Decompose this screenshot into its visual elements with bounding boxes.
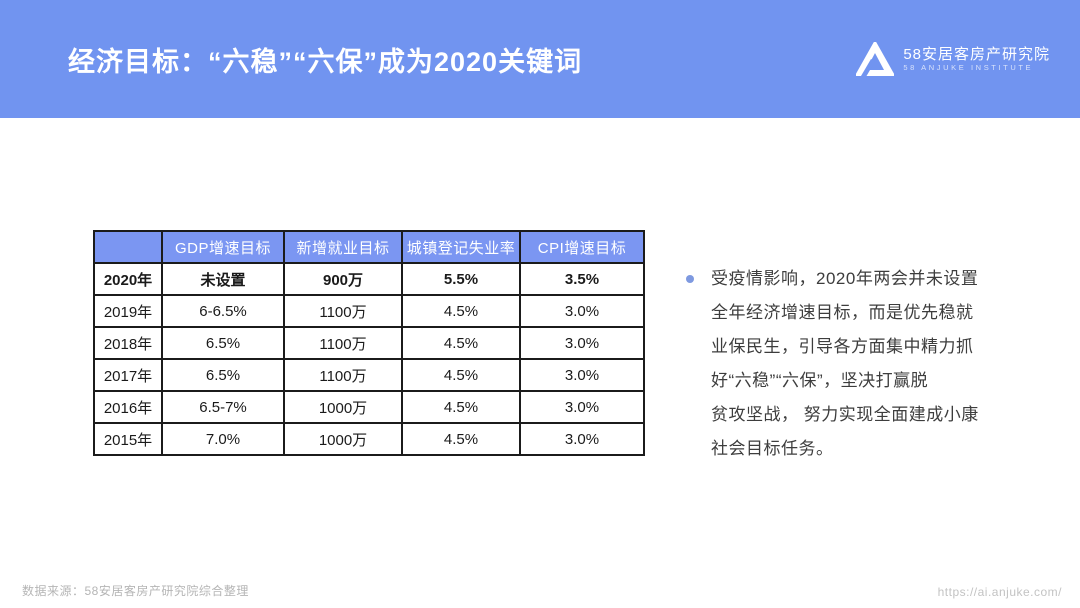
value-cell: 6.5-7% [161,390,285,424]
note-text: 受疫情影响，2020年两会并未设置 全年经济增速目标，而是优先稳就 业保民生，引… [711,262,979,466]
note-line: 受疫情影响，2020年两会并未设置 [711,269,979,288]
value-cell: 4.5% [401,326,521,360]
table-row: 2017年 6.5% 1100万 4.5% 3.0% [93,358,645,392]
value-cell: 1100万 [283,326,403,360]
value-cell: 5.5% [401,262,521,296]
column-header: 城镇登记失业率 [401,230,521,264]
year-cell: 2015年 [93,422,163,456]
value-cell: 6-6.5% [161,294,285,328]
note-line: 好“六稳”“六保”，坚决打赢脱 [711,371,929,390]
logo: 58安居客房产研究院 58 ANJUKE INSTITUTE [856,42,1050,76]
value-cell: 6.5% [161,358,285,392]
value-cell: 4.5% [401,390,521,424]
note-line: 社会目标任务。 [711,439,834,458]
value-cell: 1100万 [283,294,403,328]
targets-table: GDP增速目标 新增就业目标 城镇登记失业率 CPI增速目标 2020年 未设置 900万… [93,230,645,456]
value-cell: 3.0% [519,422,645,456]
note-block: 受疫情影响，2020年两会并未设置 全年经济增速目标，而是优先稳就 业保民生，引… [686,262,1002,466]
table-row: 2018年 6.5% 1100万 4.5% 3.0% [93,326,645,360]
value-cell: 4.5% [401,422,521,456]
header-banner: 经济目标：“六稳”“六保”成为2020关键词 58安居客房产研究院 58 ANJ… [0,0,1080,118]
column-header [93,230,163,264]
year-cell: 2019年 [93,294,163,328]
value-cell: 3.0% [519,294,645,328]
note-line: 贫攻坚战， 努力实现全面建成小康 [711,405,979,424]
value-cell: 900万 [283,262,403,296]
value-cell: 4.5% [401,294,521,328]
value-cell: 6.5% [161,326,285,360]
logo-text: 58安居客房产研究院 58 ANJUKE INSTITUTE [903,46,1050,73]
value-cell: 4.5% [401,358,521,392]
column-header: GDP增速目标 [161,230,285,264]
table-row: 2015年 7.0% 1000万 4.5% 3.0% [93,422,645,456]
value-cell: 未设置 [161,262,285,296]
targets-table-header-row: GDP增速目标 新增就业目标 城镇登记失业率 CPI增速目标 [93,230,645,264]
bullet-dot-icon [686,275,694,283]
value-cell: 3.5% [519,262,645,296]
note-line: 全年经济增速目标，而是优先稳就 [711,303,974,322]
value-cell: 1000万 [283,390,403,424]
value-cell: 3.0% [519,326,645,360]
footer-url: https://ai.anjuke.com/ [937,585,1062,599]
note-line: 业保民生，引导各方面集中精力抓 [711,337,974,356]
year-cell: 2020年 [93,262,163,296]
value-cell: 1000万 [283,422,403,456]
value-cell: 1100万 [283,358,403,392]
table-row: 2020年 未设置 900万 5.5% 3.5% [93,262,645,296]
targets-table-body: 2020年 未设置 900万 5.5% 3.5% 2019年 6-6.5% 1100万 4.5%… [93,262,645,456]
logo-name-en: 58 ANJUKE INSTITUTE [903,62,1034,72]
year-cell: 2016年 [93,390,163,424]
year-cell: 2018年 [93,326,163,360]
column-header: 新增就业目标 [283,230,403,264]
anjuke-logo-icon [856,42,903,76]
value-cell: 3.0% [519,358,645,392]
logo-name-cn: 58安居客房产研究院 [903,45,1050,63]
year-cell: 2017年 [93,358,163,392]
column-header: CPI增速目标 [519,230,645,264]
table-row: 2016年 6.5-7% 1000万 4.5% 3.0% [93,390,645,424]
page-title: 经济目标：“六稳”“六保”成为2020关键词 [68,46,583,77]
data-source-note: 数据来源：58安居客房产研究院综合整理 [22,584,249,598]
value-cell: 7.0% [161,422,285,456]
table-row: 2019年 6-6.5% 1100万 4.5% 3.0% [93,294,645,328]
value-cell: 3.0% [519,390,645,424]
